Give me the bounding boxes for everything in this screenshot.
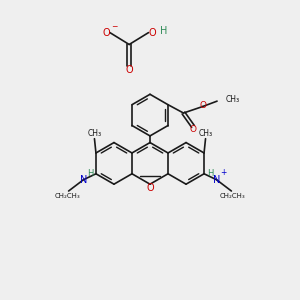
Text: −: −	[111, 22, 117, 31]
Text: O: O	[148, 28, 156, 38]
Text: CH₃: CH₃	[199, 129, 213, 138]
Text: H: H	[160, 26, 168, 35]
Text: O: O	[146, 183, 154, 193]
Text: CH₃: CH₃	[87, 129, 101, 138]
Text: O: O	[190, 125, 196, 134]
Text: O: O	[102, 28, 110, 38]
Text: O: O	[199, 101, 206, 110]
Text: CH₂CH₃: CH₂CH₃	[220, 194, 246, 200]
Text: CH₃: CH₃	[226, 94, 240, 103]
Text: H: H	[87, 169, 93, 178]
Text: N: N	[80, 175, 87, 185]
Text: N: N	[213, 175, 220, 185]
Text: CH₂CH₃: CH₂CH₃	[54, 194, 80, 200]
Text: +: +	[220, 168, 226, 177]
Text: O: O	[125, 65, 133, 75]
Text: H: H	[207, 169, 213, 178]
